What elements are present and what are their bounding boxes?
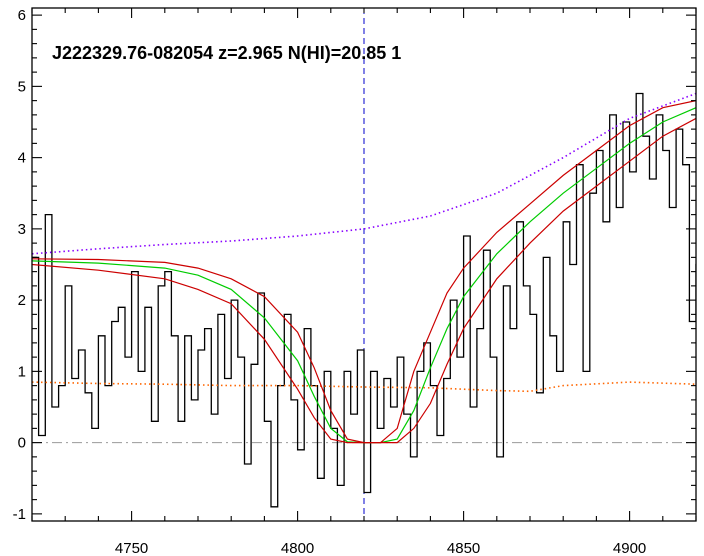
x-tick-label: 4850 <box>447 540 480 556</box>
plot-content <box>32 8 696 521</box>
y-tick-label: -1 <box>13 506 26 523</box>
y-tick-label: 1 <box>18 363 26 380</box>
series-noise <box>32 381 696 393</box>
series-dla-fit <box>32 107 696 444</box>
series-continuum <box>32 92 696 255</box>
y-tick-label: 6 <box>18 7 26 24</box>
series-fit-lower <box>32 117 696 444</box>
x-tick-label: 4800 <box>281 540 314 556</box>
y-tick-label: 5 <box>18 78 26 95</box>
x-tick-label: 4750 <box>115 540 148 556</box>
y-tick-label: 0 <box>18 435 26 452</box>
y-tick-label: 3 <box>18 221 26 238</box>
chart-title: J222329.76-082054 z=2.965 N(HI)=20.85 1 <box>52 43 401 63</box>
series-fit-upper <box>32 100 696 444</box>
series-flux <box>32 92 696 508</box>
y-tick-label: 2 <box>18 292 26 309</box>
x-tick-label: 4900 <box>613 540 646 556</box>
y-tick-label: 4 <box>18 150 26 167</box>
axes: 4750 4800 4850 4900 -1 0 1 2 3 4 5 6 <box>13 7 697 556</box>
